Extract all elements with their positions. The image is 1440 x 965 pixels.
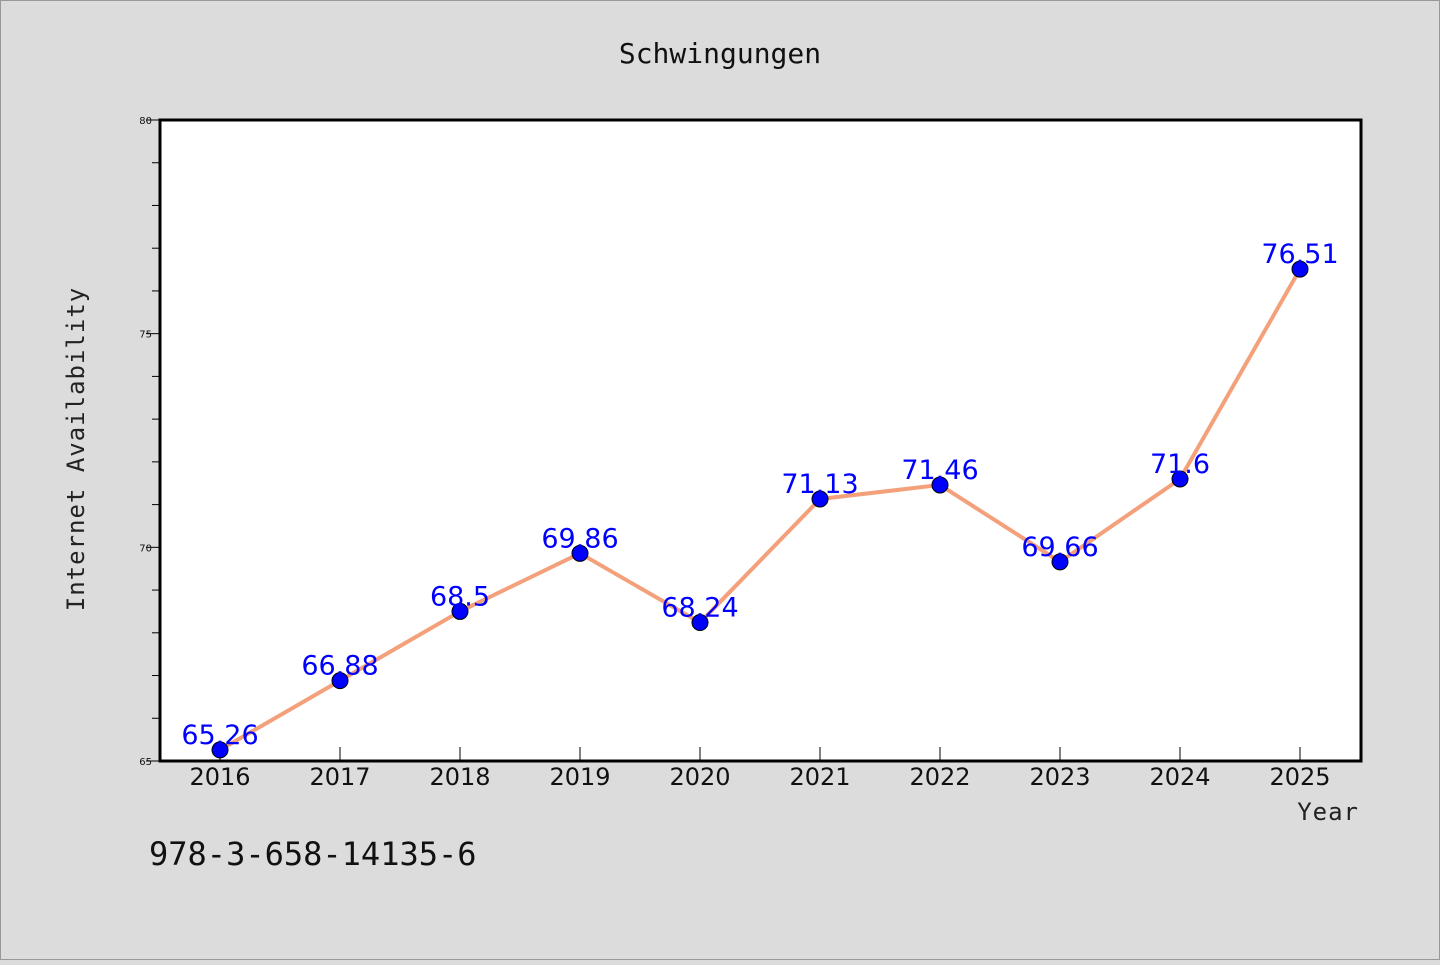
x-axis: 2016 2017 2018 2019 2020 2021 2022 2023 2024 2025 (189, 747, 1331, 791)
data-point (451, 602, 469, 620)
data-point (811, 490, 829, 508)
x-tick-label: 2017 (309, 763, 370, 791)
data-point (691, 614, 709, 632)
data-label: 71.6 (1150, 449, 1210, 480)
x-tick-label: 2019 (549, 763, 610, 791)
y-tick-label: 70 (139, 543, 152, 554)
x-tick-label: 2020 (669, 763, 730, 791)
data-label: 66.88 (301, 651, 378, 682)
y-tick-label: 65 (139, 757, 152, 768)
x-tick-label: 2025 (1269, 763, 1330, 791)
data-point (1051, 553, 1069, 571)
x-tick-label: 2016 (189, 763, 250, 791)
x-tick-label: 2023 (1029, 763, 1090, 791)
data-label: 65.26 (181, 720, 258, 751)
isbn-footer: 978-3-658-14135-6 (149, 835, 477, 873)
data-point (1291, 260, 1309, 278)
data-label: 69.86 (541, 523, 618, 554)
data-points (211, 260, 1309, 759)
x-tick-label: 2022 (909, 763, 970, 791)
x-tick-label: 2018 (429, 763, 490, 791)
data-point (331, 672, 349, 690)
data-point (1171, 470, 1189, 488)
data-point (211, 741, 229, 759)
plot-frame (158, 118, 1363, 763)
data-point (931, 476, 949, 494)
y-tick-label: 75 (139, 330, 152, 341)
data-label: 68.24 (661, 593, 738, 624)
series-line (218, 267, 1302, 752)
data-label: 69.66 (1021, 532, 1098, 563)
data-label: 76.51 (1261, 239, 1338, 270)
data-label: 68.5 (430, 581, 490, 612)
chart-title: Schwingungen (619, 37, 821, 70)
data-label: 71.46 (901, 455, 978, 486)
y-tick-label: 80 (139, 116, 152, 127)
data-point (571, 544, 589, 562)
x-axis-label: Year (1297, 798, 1359, 826)
plot-area (160, 120, 1361, 761)
data-label: 71.13 (781, 469, 858, 500)
y-axis-label: Internet Availability (62, 287, 90, 611)
x-tick-label: 2021 (789, 763, 850, 791)
data-labels: 65.26 66.88 68.5 69.86 68.24 71.13 71.46 69.66 7… (181, 239, 1338, 751)
x-tick-label: 2024 (1149, 763, 1210, 791)
